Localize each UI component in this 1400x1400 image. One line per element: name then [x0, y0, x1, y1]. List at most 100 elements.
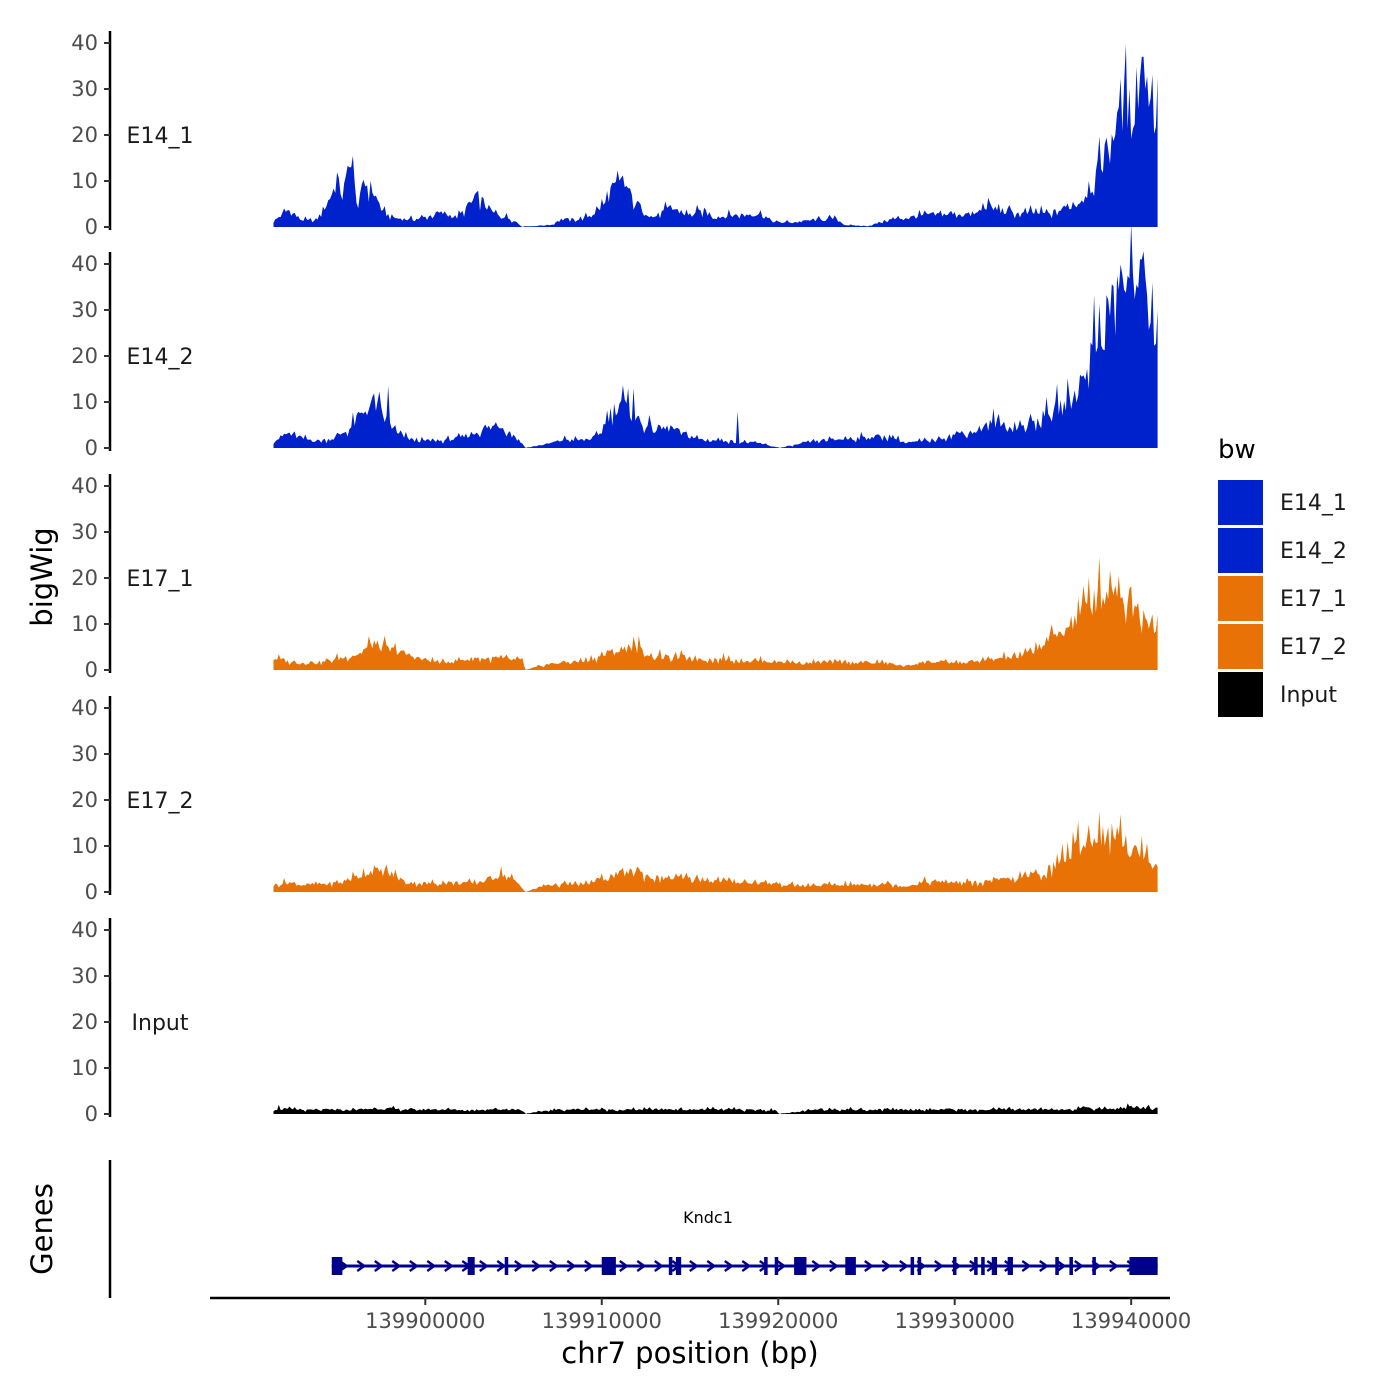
strand-arrow	[654, 1260, 664, 1272]
strand-arrow	[426, 1260, 437, 1272]
strand-arrow	[479, 1260, 489, 1272]
exon	[764, 1257, 768, 1275]
legend-entry-label: E14_1	[1280, 491, 1347, 516]
legend-swatch	[1218, 528, 1263, 573]
strand-arrow	[549, 1260, 559, 1272]
exon	[774, 1257, 779, 1275]
y-tick-label: 40	[71, 918, 98, 942]
legend: E14_1 E14_2 E17_1 E17_2 Input	[1218, 480, 1347, 717]
track-E17_2: 0 10 20 30 40 E17_2	[71, 696, 1158, 904]
y-tick-label: 10	[71, 612, 98, 636]
strand-arrow	[1074, 1260, 1084, 1272]
exon	[910, 1257, 915, 1275]
strand-arrow	[829, 1260, 839, 1272]
gene-name-label: Kndc1	[683, 1208, 733, 1227]
x-axis: 139900000 139910000 139920000 139930000 1399…	[210, 1296, 1191, 1333]
track-E14_1: 0 10 20 30 40 E14_1	[71, 31, 1158, 239]
track-label: E14_2	[127, 345, 194, 370]
exon	[794, 1257, 807, 1275]
coverage-area	[273, 1103, 1158, 1114]
track-label: Input	[132, 1011, 189, 1036]
track-E14_2: 0 10 20 30 40 E14_2	[71, 223, 1158, 460]
strand-arrow	[409, 1260, 419, 1272]
y-tick-label: 30	[71, 298, 98, 322]
exon	[1007, 1257, 1013, 1275]
x-tick-label: 139910000	[542, 1309, 662, 1333]
y-tick-label: 40	[71, 252, 98, 276]
y-tick-label: 10	[71, 834, 98, 858]
exon	[917, 1257, 922, 1275]
exon	[504, 1257, 509, 1275]
legend-swatch	[1218, 672, 1263, 717]
strand-arrow	[584, 1260, 594, 1272]
coverage-area	[273, 811, 1158, 892]
exon	[601, 1257, 616, 1275]
y-tick-label: 0	[85, 436, 98, 460]
strand-arrow	[724, 1260, 734, 1272]
y-tick-label: 20	[71, 1010, 98, 1034]
strand-arrow	[514, 1260, 524, 1272]
strand-arrow	[864, 1260, 874, 1272]
strand-arrow	[566, 1260, 577, 1272]
y-tick-label: 30	[71, 520, 98, 544]
strand-arrow	[689, 1260, 699, 1272]
strand-arrow	[444, 1260, 454, 1272]
track-label: E14_1	[127, 124, 194, 149]
y-tick-label: 40	[71, 474, 98, 498]
strand-arrow	[391, 1260, 402, 1272]
strand-arrow	[934, 1260, 944, 1272]
x-tick-label: 139920000	[718, 1309, 838, 1333]
x-tick-label: 139940000	[1071, 1309, 1191, 1333]
strand-arrow	[1021, 1260, 1032, 1272]
y-tick-label: 10	[71, 1056, 98, 1080]
exon	[675, 1257, 682, 1275]
exon	[952, 1257, 957, 1275]
x-tick-label: 139900000	[365, 1309, 485, 1333]
strand-arrow	[1039, 1260, 1049, 1272]
y-tick-label: 10	[71, 390, 98, 414]
x-axis-title: chr7 position (bp)	[561, 1336, 818, 1370]
exon	[467, 1257, 475, 1275]
strand-arrow	[356, 1260, 367, 1272]
legend-entry-label: Input	[1280, 683, 1337, 708]
track-label: E17_2	[127, 789, 194, 814]
strand-arrow	[636, 1260, 647, 1272]
strand-arrow	[881, 1260, 892, 1272]
coverage-area	[273, 556, 1158, 670]
track-E17_1: 0 10 20 30 40 E17_1	[71, 474, 1158, 682]
track-Input: 0 10 20 30 40 Input	[71, 918, 1158, 1126]
y-tick-label: 20	[71, 788, 98, 812]
strand-arrow	[811, 1260, 822, 1272]
y-tick-label: 0	[85, 880, 98, 904]
exon	[1092, 1257, 1096, 1275]
strand-arrow	[741, 1260, 752, 1272]
legend-entry-label: E17_1	[1280, 587, 1347, 612]
strand-arrow	[706, 1260, 717, 1272]
strand-arrow	[496, 1260, 507, 1272]
y-tick-label: 0	[85, 215, 98, 239]
y-tick-label: 30	[71, 964, 98, 988]
y-tick-label: 30	[71, 77, 98, 101]
genes-track-label: Genes	[25, 1183, 59, 1275]
coverage-area	[273, 223, 1158, 448]
strand-arrow	[531, 1260, 542, 1272]
legend-title: bw	[1218, 435, 1256, 465]
legend-entry-label: E17_2	[1280, 635, 1347, 660]
exon	[845, 1257, 856, 1275]
y-tick-label: 30	[71, 742, 98, 766]
genes-track	[108, 1160, 1158, 1298]
legend-swatch	[1218, 624, 1263, 669]
strand-arrow	[776, 1260, 787, 1272]
y-tick-label: 0	[85, 658, 98, 682]
track-label: E17_1	[127, 567, 194, 592]
exon	[331, 1257, 343, 1275]
exon	[1069, 1257, 1073, 1275]
strand-arrow	[619, 1260, 629, 1272]
strand-arrow	[1109, 1260, 1119, 1272]
y-tick-label: 0	[85, 1102, 98, 1126]
exon	[981, 1257, 985, 1275]
legend-entry-label: E14_2	[1280, 539, 1347, 564]
legend-swatch	[1218, 576, 1263, 621]
y-tick-label: 20	[71, 344, 98, 368]
